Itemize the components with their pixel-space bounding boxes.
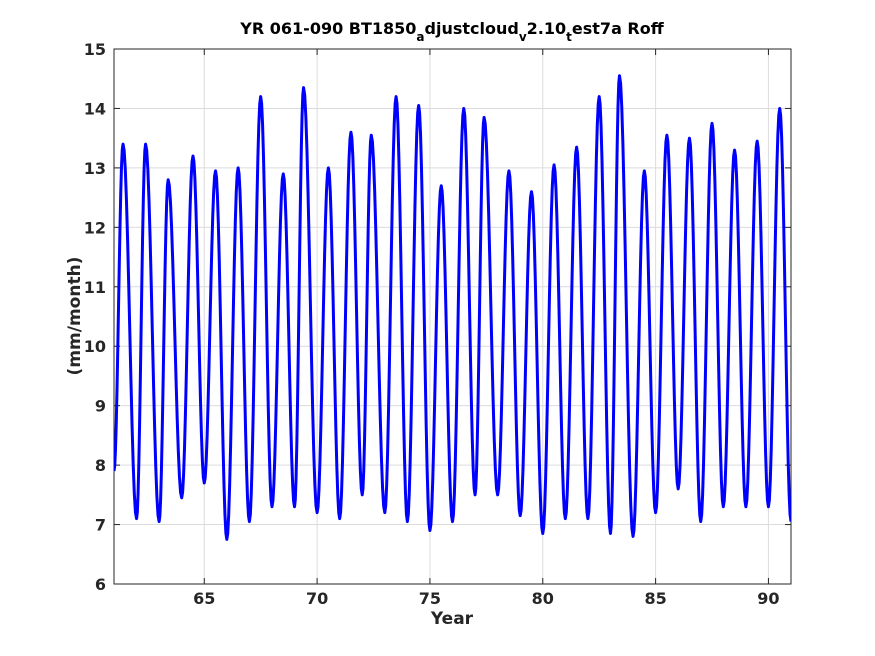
x-tick-label: 85	[644, 589, 666, 608]
chart-title-segment: t	[566, 30, 572, 44]
y-tick-label: 10	[84, 337, 106, 356]
ticks: 65 70 75 80 85 90 6 7 8 9 10 11 12 13 14 15	[84, 40, 791, 608]
y-tick-label: 12	[84, 218, 106, 237]
y-tick-label: 9	[95, 397, 106, 416]
x-tick-label: 80	[532, 589, 554, 608]
y-tick-label: 15	[84, 40, 106, 59]
y-tick-label: 11	[84, 278, 106, 297]
x-axis-label: Year	[430, 609, 474, 629]
y-tick-label: 14	[84, 99, 106, 118]
chart-title-segment: v	[519, 30, 527, 44]
x-tick-label: 65	[193, 589, 215, 608]
y-tick-label: 6	[95, 575, 106, 594]
y-tick-label: 13	[84, 159, 106, 178]
plot-area	[113, 48, 792, 585]
chart-title-main: YR 061-090 BT1850	[239, 19, 416, 38]
series-layer	[114, 74, 791, 541]
x-tick-label: 90	[757, 589, 779, 608]
y-tick-label: 7	[95, 516, 106, 535]
chart-title-segment: est7a Roff	[572, 19, 665, 38]
y-axis-label: (mm/month)	[65, 257, 85, 376]
chart-title-segment: djustcloud	[425, 19, 519, 38]
chart-title-segment: 2.10	[527, 19, 566, 38]
x-tick-label: 75	[419, 589, 441, 608]
y-tick-label: 8	[95, 456, 106, 475]
chart-title-segment: a	[416, 30, 424, 44]
series-line	[114, 74, 791, 541]
x-tick-label: 70	[306, 589, 328, 608]
chart-title: YR 061-090 BT1850adjustcloudv2.10test7a …	[239, 19, 664, 44]
